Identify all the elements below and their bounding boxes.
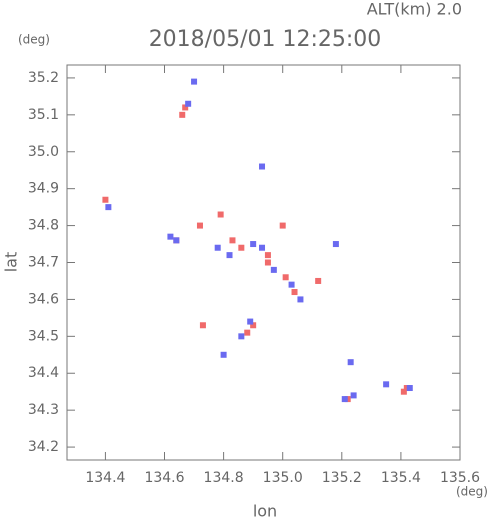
y-tick-label: 35.1 xyxy=(28,107,59,123)
echo-point xyxy=(199,322,206,329)
x-tick-label: 135.4 xyxy=(381,470,421,486)
y-unit: (deg) xyxy=(18,33,50,47)
echo-point xyxy=(406,385,413,392)
plot-frame xyxy=(66,64,461,461)
echo-point xyxy=(400,388,407,395)
chart-title: 2018/05/01 12:25:00 xyxy=(149,27,382,52)
echo-point xyxy=(217,211,224,218)
y-axis-label: lat xyxy=(2,252,21,273)
echo-point xyxy=(247,318,254,325)
y-tick-label: 34.2 xyxy=(28,439,59,455)
y-tick-label: 35.2 xyxy=(28,70,59,86)
x-tick-label: 135.2 xyxy=(322,470,362,486)
echo-point xyxy=(315,277,322,284)
echo-point xyxy=(102,196,109,203)
y-tick-label: 34.4 xyxy=(28,365,59,381)
echo-point xyxy=(105,204,112,211)
echo-point xyxy=(185,100,192,107)
echo-point xyxy=(279,222,286,229)
echo-point xyxy=(259,244,266,251)
echo-point xyxy=(167,233,174,240)
echo-point xyxy=(347,359,354,366)
echo-point xyxy=(244,329,251,336)
x-unit: (deg) xyxy=(456,485,488,499)
echo-point xyxy=(341,396,348,403)
echo-point xyxy=(182,104,189,111)
x-tick-label: 135.6 xyxy=(440,470,480,486)
echo-point xyxy=(282,274,289,281)
echo-point xyxy=(350,392,357,399)
y-tick-label: 34.7 xyxy=(28,255,59,271)
y-tick-label: 35.0 xyxy=(28,144,59,160)
echo-point xyxy=(332,241,339,248)
y-tick-label: 34.5 xyxy=(28,328,59,344)
y-tick-label: 34.9 xyxy=(28,181,59,197)
x-tick-label: 134.6 xyxy=(144,470,184,486)
echo-point xyxy=(270,266,277,273)
y-tick-label: 34.3 xyxy=(28,402,59,418)
echo-point xyxy=(288,281,295,288)
echo-point xyxy=(220,351,227,358)
y-tick-label: 34.8 xyxy=(28,218,59,234)
echo-point xyxy=(264,259,271,266)
echo-point xyxy=(250,322,257,329)
echo-point xyxy=(383,381,390,388)
echo-point xyxy=(238,333,245,340)
echo-point xyxy=(297,296,304,303)
echo-point xyxy=(259,163,266,170)
echo-point xyxy=(214,244,221,251)
x-tick-label: 134.4 xyxy=(85,470,125,486)
echo-point xyxy=(238,244,245,251)
echo-point xyxy=(226,252,233,259)
x-axis-label: lon xyxy=(253,502,277,521)
echo-point xyxy=(173,237,180,244)
echo-point xyxy=(250,241,257,248)
echo-point xyxy=(264,252,271,259)
subtitle: ALT(km) 2.0 xyxy=(367,0,462,19)
x-tick-label: 135.0 xyxy=(263,470,303,486)
echo-point xyxy=(179,111,186,118)
echo-point xyxy=(229,237,236,244)
echo-point xyxy=(291,289,298,296)
echo-point xyxy=(196,222,203,229)
x-tick-label: 134.8 xyxy=(204,470,244,486)
y-tick-label: 34.6 xyxy=(28,291,59,307)
echo-point xyxy=(191,78,198,85)
